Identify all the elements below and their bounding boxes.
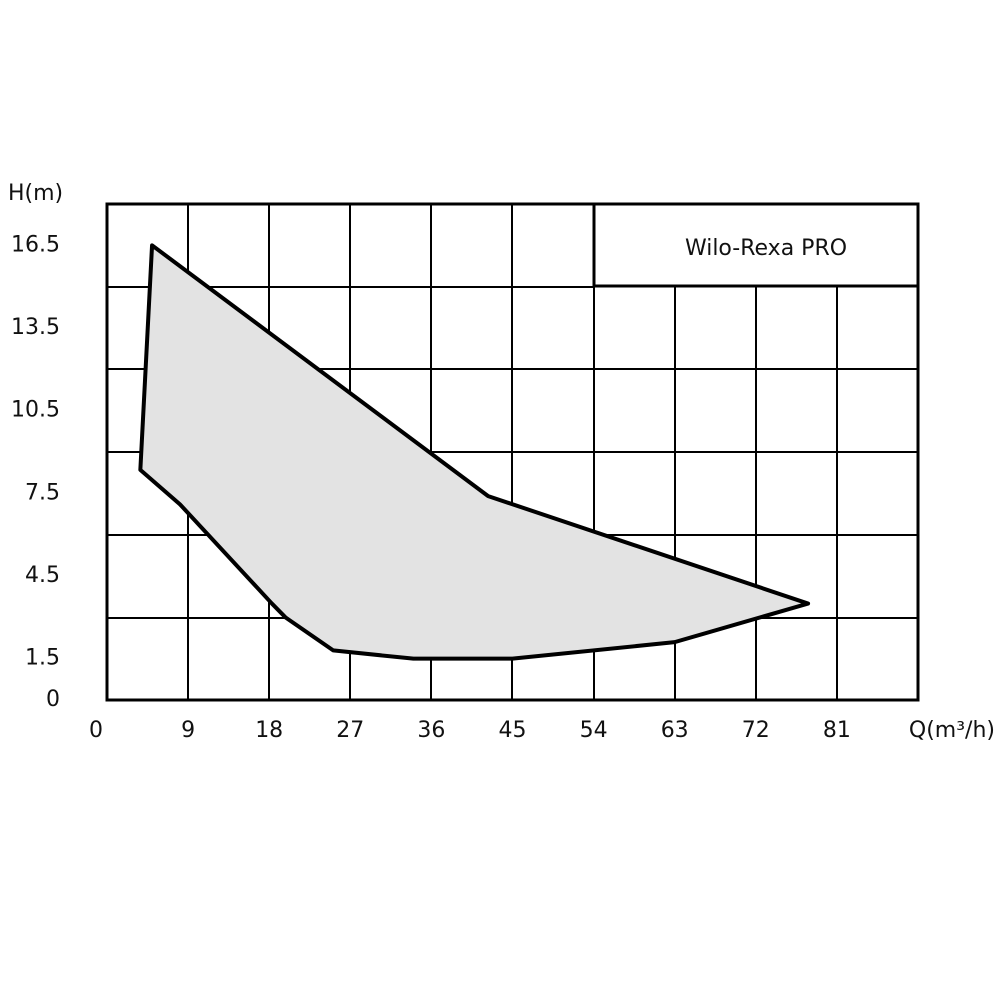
x-axis-label: Q(m³/h)	[909, 718, 995, 743]
annotation: Wilo-Rexa PRO	[685, 236, 847, 261]
x-tick-label: 81	[823, 718, 851, 743]
x-tick-label: 27	[336, 718, 364, 743]
x-tick-label: 36	[417, 718, 445, 743]
x-tick-label: 18	[255, 718, 283, 743]
y-tick-label: 1.5	[25, 646, 60, 671]
y-tick-label: 10.5	[11, 398, 60, 423]
y-axis-label: H(m)	[8, 181, 63, 206]
y-tick-label: 13.5	[11, 315, 60, 340]
plot-frame	[105, 202, 920, 702]
y-tick-label: 7.5	[25, 480, 60, 505]
operating-range	[138, 243, 811, 661]
y-tick-label: 0	[46, 687, 60, 712]
y-tick-label: 16.5	[11, 232, 60, 257]
x-tick-label: 54	[580, 718, 608, 743]
x-tick-label: 45	[499, 718, 527, 743]
x-tick-label: 9	[181, 718, 195, 743]
y-tick-label: 4.5	[25, 563, 60, 588]
x-tick-label: 72	[742, 718, 770, 743]
x-tick-label: 63	[661, 718, 689, 743]
x-tick-label: 0	[89, 718, 103, 743]
annotation-box	[592, 202, 920, 288]
